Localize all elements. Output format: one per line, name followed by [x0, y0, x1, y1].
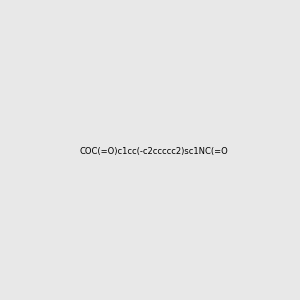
Text: COC(=O)c1cc(-c2ccccc2)sc1NC(=O: COC(=O)c1cc(-c2ccccc2)sc1NC(=O [80, 147, 228, 156]
